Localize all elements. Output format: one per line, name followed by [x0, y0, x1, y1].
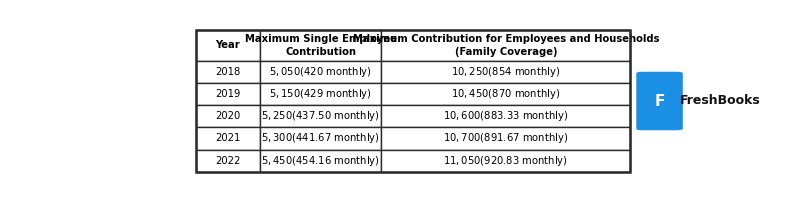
- Bar: [196, 83, 260, 105]
- Bar: [382, 127, 630, 150]
- Bar: [196, 30, 630, 172]
- Text: $5,050 ($420 monthly): $5,050 ($420 monthly): [269, 65, 372, 79]
- Text: 2019: 2019: [215, 89, 241, 99]
- Text: $10,700 ($891.67 monthly): $10,700 ($891.67 monthly): [443, 131, 568, 145]
- Bar: [196, 61, 260, 83]
- Bar: [260, 127, 382, 150]
- Text: $10,450 ($870 monthly): $10,450 ($870 monthly): [451, 87, 561, 101]
- Text: 2021: 2021: [215, 133, 241, 143]
- Bar: [260, 150, 382, 172]
- Text: $5,450 ($454.16 monthly): $5,450 ($454.16 monthly): [262, 154, 380, 168]
- Bar: [260, 83, 382, 105]
- Bar: [382, 105, 630, 127]
- Text: $5,300 ($441.67 monthly): $5,300 ($441.67 monthly): [262, 131, 380, 145]
- Bar: [260, 30, 382, 61]
- Bar: [382, 83, 630, 105]
- Text: 2020: 2020: [215, 111, 241, 121]
- Bar: [260, 61, 382, 83]
- Bar: [382, 150, 630, 172]
- Bar: [196, 105, 260, 127]
- Text: Year: Year: [216, 40, 240, 50]
- Text: FreshBooks: FreshBooks: [680, 95, 761, 108]
- Text: $10,250 ($854 monthly): $10,250 ($854 monthly): [451, 65, 561, 79]
- Text: Maximum Single Employee
Contribution: Maximum Single Employee Contribution: [245, 34, 397, 57]
- Text: $10,600 ($883.33 monthly): $10,600 ($883.33 monthly): [443, 109, 568, 123]
- Bar: [382, 61, 630, 83]
- Text: $5,250 ($437.50 monthly): $5,250 ($437.50 monthly): [262, 109, 380, 123]
- Text: 2022: 2022: [215, 156, 241, 166]
- Text: Maximum Contribution for Employees and Households
(Family Coverage): Maximum Contribution for Employees and H…: [353, 34, 659, 57]
- FancyBboxPatch shape: [636, 72, 682, 130]
- Text: F: F: [654, 94, 665, 108]
- Bar: [382, 30, 630, 61]
- Text: $11,050 ($920.83 monthly): $11,050 ($920.83 monthly): [443, 154, 568, 168]
- Bar: [196, 150, 260, 172]
- Text: 2018: 2018: [215, 67, 241, 77]
- Bar: [260, 105, 382, 127]
- Bar: [196, 30, 260, 61]
- Text: $5,150 ($429 monthly): $5,150 ($429 monthly): [270, 87, 372, 101]
- Bar: [196, 127, 260, 150]
